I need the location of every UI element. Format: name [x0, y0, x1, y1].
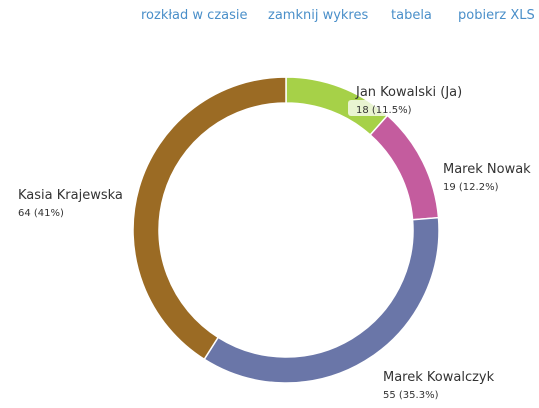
- label-highlight: [348, 100, 418, 116]
- table-link[interactable]: tabela: [391, 8, 432, 23]
- slice-kasia-krajewska[interactable]: [132, 76, 287, 361]
- slice-label-value: 18 (11.5%): [356, 105, 412, 116]
- time-distribution-link[interactable]: rozkład w czasie: [141, 8, 248, 23]
- slice-label-jan-kowalski-ja: Jan Kowalski (Ja) 18 (11.5%): [348, 85, 462, 116]
- slice-label-kasia-krajewska: Kasia Krajewska 64 (41%): [18, 188, 123, 219]
- slice-labels: Jan Kowalski (Ja) 18 (11.5%) Marek Nowak 19…: [18, 85, 531, 401]
- slice-label-marek-kowalczyk: Marek Kowalczyk 55 (35.3%): [383, 370, 495, 401]
- slice-marek-nowak[interactable]: [369, 114, 440, 221]
- slice-marek-kowalczyk[interactable]: [203, 216, 440, 384]
- slice-label-value: 19 (12.2%): [443, 182, 499, 193]
- slice-label-value: 64 (41%): [18, 208, 64, 219]
- slice-label-value: 55 (35.3%): [383, 390, 439, 401]
- download-xls-link[interactable]: pobierz XLS: [458, 8, 535, 23]
- donut-slices: [132, 76, 440, 384]
- close-chart-link[interactable]: zamknij wykres: [268, 8, 369, 23]
- slice-label-name: Marek Nowak: [443, 162, 531, 177]
- chart-toolbar: rozkład w czasie zamknij wykres tabela p…: [0, 0, 539, 34]
- slice-label-name: Jan Kowalski (Ja): [355, 85, 462, 100]
- slice-label-name: Kasia Krajewska: [18, 188, 123, 203]
- slice-label-marek-nowak: Marek Nowak 19 (12.2%): [443, 162, 531, 193]
- slice-label-name: Marek Kowalczyk: [383, 370, 495, 385]
